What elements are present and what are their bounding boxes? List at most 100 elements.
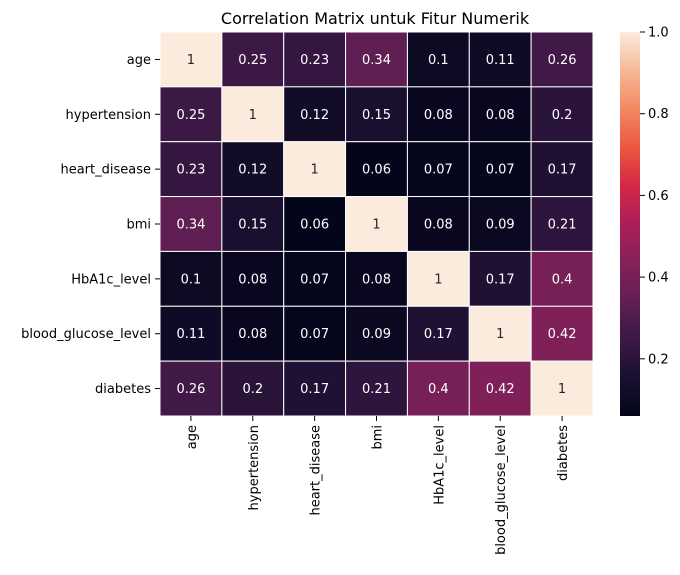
heatmap-cell <box>221 31 285 88</box>
cell-value-label: 0.11 <box>486 53 515 68</box>
cell-value-label: 0.07 <box>486 163 515 178</box>
heatmap-cell <box>345 196 408 252</box>
cell-value-label: 0.2 <box>552 108 573 123</box>
cell-value-label: 0.12 <box>238 163 267 178</box>
cell-value-label: 1 <box>187 53 195 68</box>
y-tick-label: age <box>127 53 151 68</box>
cell-value-label: 0.1 <box>428 53 449 68</box>
heatmap-cell <box>221 196 285 252</box>
heatmap-cell <box>283 360 347 417</box>
x-tick-label: heart_disease <box>309 425 324 516</box>
cell-value-label: 0.21 <box>548 218 577 233</box>
heatmap-cell <box>468 31 532 88</box>
heatmap-cell <box>159 31 223 88</box>
y-tick-label: HbA1c_level <box>71 272 151 287</box>
y-tick-label: diabetes <box>95 382 151 397</box>
colorbar-tick-label: 1.0 <box>648 26 669 41</box>
heatmap-cell <box>468 360 532 417</box>
cell-value-label: 0.15 <box>362 108 391 123</box>
heatmap-cell <box>283 250 347 307</box>
cell-value-label: 0.25 <box>176 108 205 123</box>
heatmap-cell <box>283 141 347 198</box>
heatmap-cell <box>530 360 594 417</box>
x-tick-label: bmi <box>371 425 386 450</box>
heatmap-cell <box>345 141 408 198</box>
x-axis-ticks: age hypertension heart_disease bmi HbA1c_lev… <box>185 416 571 555</box>
heatmap-cell <box>159 305 223 362</box>
colorbar-tick-label: 0.4 <box>648 271 669 286</box>
cell-value-label: 0.06 <box>300 218 329 233</box>
colorbar-tick-label: 0.6 <box>648 189 669 204</box>
cell-value-label: 0.4 <box>428 382 449 397</box>
heatmap-cell <box>283 31 347 88</box>
cell-value-label: 1 <box>372 218 380 233</box>
heatmap-cell <box>283 86 347 143</box>
cell-value-label: 0.42 <box>486 382 515 397</box>
heatmap-cell <box>159 196 223 252</box>
heatmap-cell <box>345 360 408 417</box>
heatmap-cell <box>406 141 470 198</box>
cell-value-label: 0.09 <box>362 327 391 342</box>
y-tick-label: blood_glucose_level <box>21 327 151 342</box>
cell-value-label: 0.23 <box>176 163 205 178</box>
heatmap-cell <box>159 250 223 307</box>
colorbar-tick-label: 0.8 <box>648 107 669 122</box>
cell-value-label: 0.12 <box>300 108 329 123</box>
y-tick-label: heart_disease <box>60 163 151 178</box>
heatmap-cell <box>530 141 594 198</box>
cell-value-label: 0.23 <box>300 53 329 68</box>
heatmap-cell <box>406 86 470 143</box>
colorbar: 0.2 0.4 0.6 0.8 1.0 <box>620 26 669 416</box>
heatmap-cell <box>468 196 532 252</box>
cell-value-label: 0.15 <box>238 218 267 233</box>
heatmap-cell <box>530 196 594 252</box>
cell-value-label: 0.06 <box>362 163 391 178</box>
y-tick-label: bmi <box>126 218 151 233</box>
cell-value-label: 0.17 <box>548 163 577 178</box>
cell-value-label: 0.17 <box>486 272 515 287</box>
heatmap-cell <box>530 86 594 143</box>
cell-value-label: 0.08 <box>362 272 391 287</box>
cell-value-label: 0.42 <box>548 327 577 342</box>
cell-value-label: 0.11 <box>176 327 205 342</box>
heatmap-cell <box>159 360 223 417</box>
cell-value-label: 0.26 <box>176 382 205 397</box>
cell-value-label: 0.17 <box>300 382 329 397</box>
cell-value-label: 0.1 <box>181 272 202 287</box>
colorbar-gradient <box>620 32 640 416</box>
cell-value-label: 0.25 <box>238 53 267 68</box>
x-tick-label: hypertension <box>247 425 262 510</box>
cell-value-label: 0.08 <box>424 218 453 233</box>
cell-value-label: 0.08 <box>238 327 267 342</box>
cell-value-label: 1 <box>249 108 257 123</box>
x-tick-label: HbA1c_level <box>432 425 447 505</box>
heatmap-cells <box>159 31 594 417</box>
cell-value-label: 1 <box>558 382 566 397</box>
cell-value-label: 0.4 <box>552 272 573 287</box>
y-tick-label: hypertension <box>66 108 151 123</box>
cell-value-label: 0.17 <box>424 327 453 342</box>
cell-value-label: 1 <box>496 327 504 342</box>
cell-value-label: 0.26 <box>548 53 577 68</box>
x-tick-label: blood_glucose_level <box>494 425 509 555</box>
cell-value-label: 0.07 <box>424 163 453 178</box>
heatmap-cell <box>530 305 594 362</box>
heatmap-cell <box>406 305 470 362</box>
cell-value-label: 0.07 <box>300 272 329 287</box>
cell-value-label: 0.08 <box>238 272 267 287</box>
cell-value-label: 0.09 <box>486 218 515 233</box>
heatmap-cell <box>221 305 285 362</box>
cell-value-label: 0.08 <box>424 108 453 123</box>
heatmap-cell <box>221 141 285 198</box>
cell-value-label: 0.2 <box>242 382 263 397</box>
cell-annotations: 1 0.25 0.23 0.34 0.1 0.11 0.260.25 1 0.12 0.15 0.0… <box>176 53 576 397</box>
cell-value-label: 0.21 <box>362 382 391 397</box>
colorbar-tick-label: 0.2 <box>648 352 669 367</box>
heatmap-cell <box>345 305 408 362</box>
x-tick-label: diabetes <box>556 425 571 481</box>
heatmap-cell <box>468 141 532 198</box>
chart-title: Correlation Matrix untuk Fitur Numerik <box>221 9 530 28</box>
cell-value-label: 0.07 <box>300 327 329 342</box>
